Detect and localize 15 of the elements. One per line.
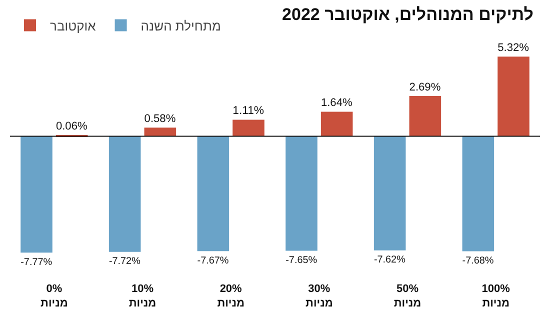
legend-label: מתחילת השנה — [140, 18, 221, 34]
data-label: -7.62% — [374, 254, 406, 266]
legend-label: אוקטובר — [50, 18, 96, 34]
data-label: 1.64% — [320, 97, 352, 110]
data-label: -7.68% — [462, 255, 494, 266]
data-label: 0.58% — [144, 113, 176, 126]
data-label: -7.72% — [108, 256, 141, 268]
data-label: 0.06% — [56, 120, 88, 132]
data-label: 1.11% — [232, 105, 264, 118]
data-label: -7.65% — [286, 254, 318, 266]
data-label: -7.77% — [20, 256, 52, 268]
data-label: 2.69% — [409, 81, 441, 94]
data-label: 5.32% — [498, 42, 530, 54]
chart-title: לתיקים המנוהלים, אוקטובר 2022 — [282, 5, 534, 24]
data-label: -7.67% — [197, 255, 229, 266]
